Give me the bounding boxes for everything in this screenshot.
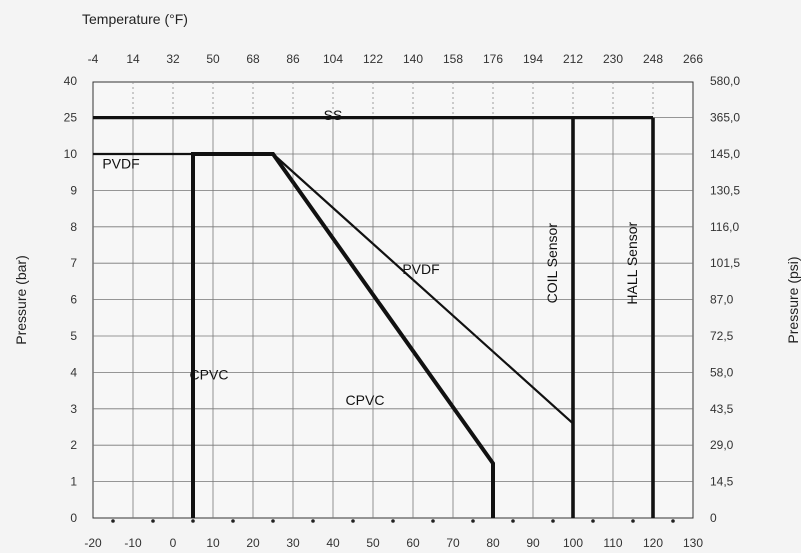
x-minor-tick — [551, 519, 555, 523]
annotation-label: HALL Sensor — [624, 221, 640, 304]
x-tick-label: 120 — [643, 536, 663, 550]
x-tick-label: 110 — [603, 536, 622, 550]
x2-axis-label: Temperature (°F) — [82, 11, 188, 27]
x-minor-tick — [231, 519, 235, 523]
y2-tick-label: 87,0 — [710, 293, 734, 307]
y-axis-left-ticks: 0 1 2 3 4 5 6 7 8 9 10 25 40 — [64, 74, 78, 525]
x2-tick-label: 86 — [286, 52, 300, 66]
y2-tick-label: 29,0 — [710, 438, 734, 452]
annotations: SS PVDF PVDF CPVC CPVC COIL Sensor HALL Sensor — [102, 107, 640, 408]
series-lines — [93, 115, 655, 518]
y-tick-label: 4 — [70, 365, 77, 379]
x2-tick-label: 230 — [603, 52, 623, 66]
x-minor-tick — [391, 519, 395, 523]
x2-tick-label: 212 — [563, 52, 583, 66]
y-tick-label: 10 — [64, 147, 78, 161]
annotation-label: CPVC — [346, 392, 385, 408]
x2-tick-label: 176 — [483, 52, 503, 66]
x-tick-label: -20 — [84, 536, 102, 550]
y-tick-label: 1 — [70, 475, 77, 489]
x-tick-label: 30 — [286, 536, 300, 550]
x-tick-label: -10 — [124, 536, 142, 550]
x-minor-tick — [151, 519, 155, 523]
x-tick-label: 90 — [526, 536, 540, 550]
y-tick-label: 9 — [70, 183, 77, 197]
x-minor-tick — [191, 519, 195, 523]
x2-tick-label: 50 — [206, 52, 220, 66]
y-tick-label: 40 — [64, 74, 78, 88]
annotation-label: PVDF — [402, 261, 439, 277]
y2-tick-label: 72,5 — [710, 329, 734, 343]
y2-tick-label: 365,0 — [710, 111, 740, 125]
x-tick-label: 20 — [246, 536, 260, 550]
x-minor-tick — [351, 519, 355, 523]
y2-tick-label: 130,5 — [710, 183, 740, 197]
x-minor-tick — [671, 519, 675, 523]
x-minor-tick — [631, 519, 635, 523]
x-tick-label: 0 — [170, 536, 177, 550]
annotation-label: SS — [324, 107, 343, 123]
x-axis-bottom-ticks: -20 -10 0 10 20 30 40 50 60 70 80 90 100 110 120 130 — [84, 519, 703, 550]
x2-tick-label: -4 — [88, 52, 99, 66]
x-minor-tick — [111, 519, 115, 523]
x2-tick-label: 266 — [683, 52, 703, 66]
y-tick-label: 8 — [70, 220, 77, 234]
series-line-cpvc — [191, 152, 495, 518]
x-tick-label: 50 — [366, 536, 380, 550]
x2-tick-label: 14 — [126, 52, 140, 66]
x2-tick-label: 122 — [363, 52, 383, 66]
x2-tick-label: 140 — [403, 52, 423, 66]
y2-tick-label: 145,0 — [710, 147, 740, 161]
y-axis-right-ticks: 0 14,5 29,0 43,5 58,0 72,5 87,0 101,5 116,0 130,5… — [710, 74, 740, 525]
y-tick-label: 7 — [70, 256, 77, 270]
y2-tick-label: 14,5 — [710, 475, 734, 489]
y2-tick-label: 58,0 — [710, 365, 734, 379]
x-tick-label: 100 — [563, 536, 583, 550]
x-tick-label: 60 — [406, 536, 420, 550]
x-minor-tick — [271, 519, 275, 523]
annotation-label: CPVC — [190, 367, 229, 383]
x-minor-tick — [511, 519, 515, 523]
x-tick-label: 10 — [206, 536, 220, 550]
y-tick-label: 6 — [70, 293, 77, 307]
x-tick-label: 70 — [446, 536, 460, 550]
y-tick-label: 5 — [70, 329, 77, 343]
x2-tick-label: 158 — [443, 52, 463, 66]
x-tick-label: 80 — [486, 536, 500, 550]
x-axis-top-ticks: -4 14 32 50 68 86 104 122 140 158 176 194 212 230 248 2… — [88, 52, 704, 66]
x-tick-label: 130 — [683, 536, 703, 550]
y-axis-label: Pressure (bar) — [13, 255, 29, 344]
y2-tick-label: 116,0 — [710, 220, 739, 234]
annotation-label: COIL Sensor — [544, 223, 560, 304]
x2-tick-label: 248 — [643, 52, 663, 66]
x-minor-tick — [591, 519, 595, 523]
y2-axis-label: Pressure (psi) — [785, 256, 801, 343]
x2-tick-label: 104 — [323, 52, 343, 66]
y-tick-label: 25 — [64, 111, 78, 125]
x-minor-tick — [431, 519, 435, 523]
x-minor-tick — [471, 519, 475, 523]
y-tick-label: 2 — [70, 438, 77, 452]
y2-tick-label: 580,0 — [710, 74, 740, 88]
y2-tick-label: 101,5 — [710, 256, 740, 270]
y2-tick-label: 0 — [710, 511, 717, 525]
y2-tick-label: 43,5 — [710, 402, 734, 416]
annotation-label: PVDF — [102, 156, 139, 172]
x2-tick-label: 68 — [246, 52, 260, 66]
x2-tick-label: 194 — [523, 52, 543, 66]
x-tick-label: 40 — [326, 536, 340, 550]
x2-tick-label: 32 — [166, 52, 180, 66]
x-minor-tick — [311, 519, 315, 523]
y-tick-label: 0 — [70, 511, 77, 525]
y-tick-label: 3 — [70, 402, 77, 416]
